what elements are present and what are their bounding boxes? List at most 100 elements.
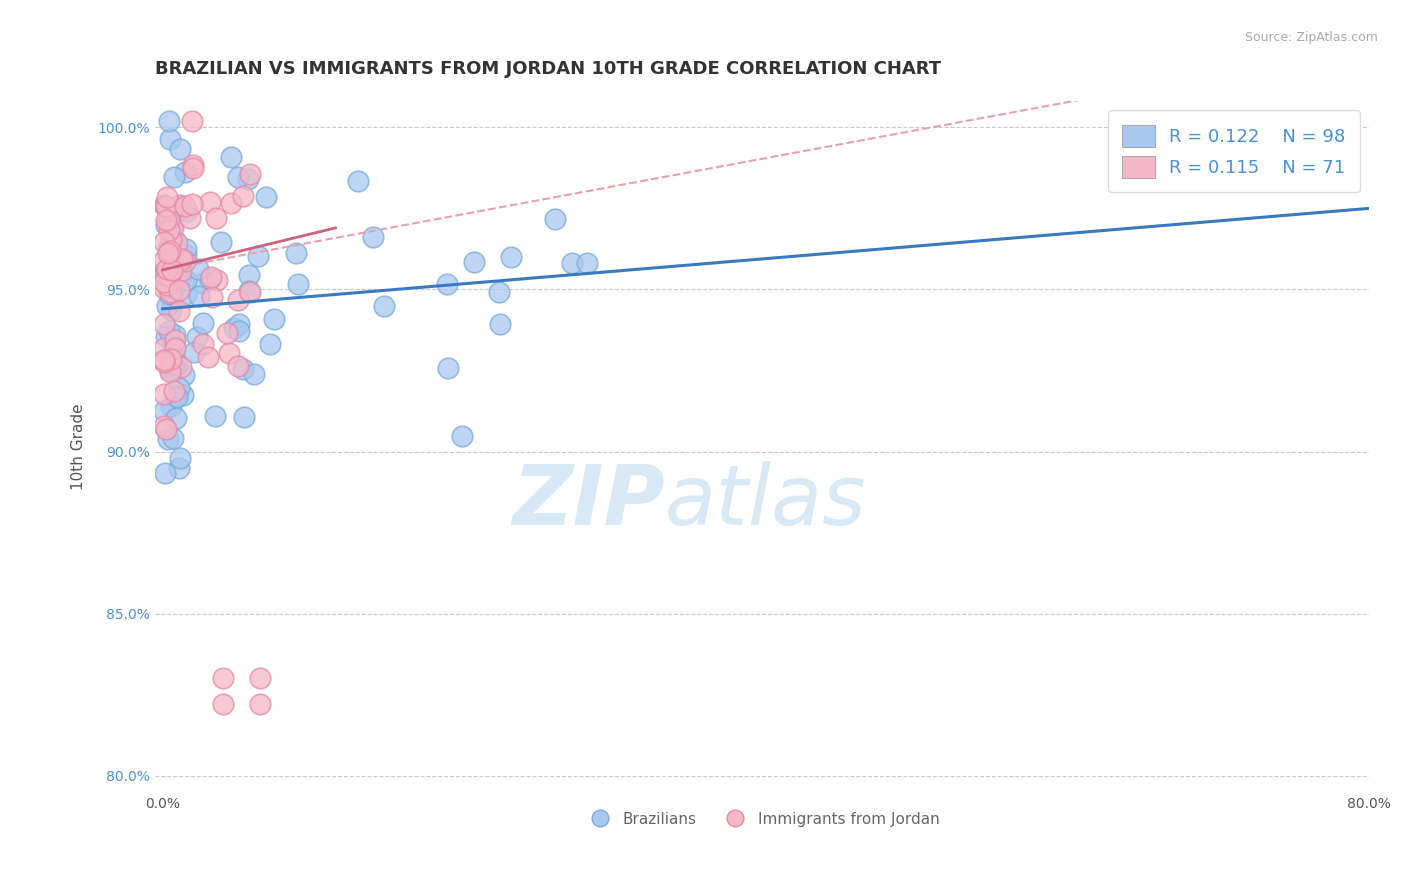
- Point: [174, 254, 197, 268]
- Point: [243, 367, 266, 381]
- Point: [174, 242, 197, 256]
- Point: [489, 317, 512, 331]
- Point: [238, 268, 260, 283]
- Point: [153, 267, 176, 281]
- Point: [153, 317, 176, 331]
- Point: [160, 346, 183, 360]
- Point: [347, 174, 370, 188]
- Point: [162, 335, 184, 350]
- Point: [159, 365, 181, 379]
- Point: [198, 195, 221, 210]
- Point: [159, 362, 181, 376]
- Point: [499, 250, 522, 264]
- Point: [180, 197, 202, 211]
- Point: [159, 355, 181, 369]
- Point: [232, 362, 254, 376]
- Point: [156, 299, 179, 313]
- Point: [218, 346, 240, 360]
- Point: [166, 357, 188, 371]
- Point: [153, 235, 176, 250]
- Point: [201, 290, 224, 304]
- Point: [181, 157, 204, 171]
- Point: [163, 360, 186, 375]
- Point: [169, 197, 191, 211]
- Point: [160, 286, 183, 301]
- Point: [166, 235, 188, 250]
- Point: [232, 409, 254, 424]
- Point: [159, 113, 181, 128]
- Point: [361, 230, 384, 244]
- Point: [226, 170, 249, 185]
- Point: [205, 273, 228, 287]
- Point: [236, 171, 259, 186]
- Point: [436, 360, 458, 375]
- Point: [165, 235, 187, 249]
- Point: [170, 264, 193, 278]
- Point: [228, 318, 250, 332]
- Point: [155, 212, 177, 227]
- Point: [179, 211, 201, 226]
- Point: [191, 276, 214, 290]
- Point: [159, 351, 181, 366]
- Point: [1253, 113, 1275, 128]
- Point: [162, 219, 184, 233]
- Point: [169, 451, 191, 466]
- Point: [174, 286, 197, 301]
- Point: [221, 196, 243, 211]
- Point: [183, 345, 205, 359]
- Point: [165, 389, 187, 403]
- Point: [159, 132, 181, 146]
- Point: [163, 200, 186, 214]
- Point: [167, 381, 190, 395]
- Point: [249, 672, 271, 686]
- Point: [156, 278, 179, 293]
- Point: [153, 419, 176, 434]
- Point: [157, 223, 180, 237]
- Point: [162, 235, 184, 250]
- Point: [162, 431, 184, 445]
- Point: [155, 198, 177, 212]
- Point: [204, 409, 226, 423]
- Point: [159, 244, 181, 259]
- Point: [153, 199, 176, 213]
- Point: [215, 326, 238, 340]
- Point: [436, 277, 458, 291]
- Point: [169, 260, 191, 274]
- Point: [155, 422, 177, 436]
- Point: [575, 255, 598, 269]
- Point: [200, 269, 222, 284]
- Point: [287, 277, 309, 291]
- Point: [167, 304, 190, 318]
- Point: [173, 368, 195, 382]
- Point: [163, 170, 186, 185]
- Point: [193, 316, 215, 330]
- Point: [165, 411, 187, 425]
- Point: [239, 285, 262, 300]
- Point: [172, 388, 194, 402]
- Point: [155, 218, 177, 232]
- Legend: Brazilians, Immigrants from Jordan: Brazilians, Immigrants from Jordan: [578, 805, 946, 832]
- Point: [187, 289, 209, 303]
- Point: [176, 204, 198, 219]
- Point: [451, 429, 474, 443]
- Point: [156, 261, 179, 276]
- Point: [157, 260, 180, 275]
- Point: [157, 212, 180, 227]
- Point: [259, 337, 281, 351]
- Text: Source: ZipAtlas.com: Source: ZipAtlas.com: [1244, 31, 1378, 45]
- Point: [162, 208, 184, 222]
- Point: [222, 321, 245, 335]
- Point: [157, 286, 180, 301]
- Y-axis label: 10th Grade: 10th Grade: [72, 403, 86, 490]
- Point: [232, 189, 254, 203]
- Point: [174, 248, 197, 262]
- Point: [153, 268, 176, 282]
- Point: [153, 352, 176, 367]
- Point: [160, 274, 183, 288]
- Point: [159, 285, 181, 300]
- Point: [211, 672, 233, 686]
- Point: [373, 299, 395, 313]
- Point: [155, 328, 177, 343]
- Point: [170, 359, 193, 374]
- Point: [157, 269, 180, 284]
